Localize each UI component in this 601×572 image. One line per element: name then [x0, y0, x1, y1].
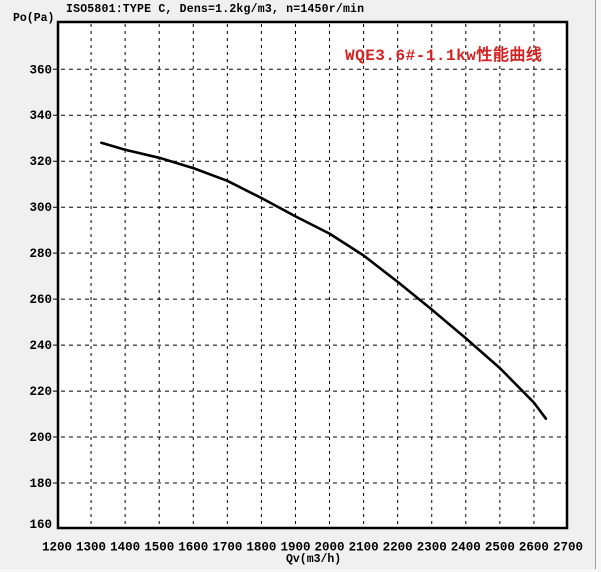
y-tick-label-240: 240	[29, 339, 52, 353]
y-tick-label-360: 360	[29, 63, 52, 77]
chart-conditions-title: ISO5801:TYPE C, Dens=1.2kg/m3, n=1450r/m…	[66, 3, 365, 16]
x-tick-label-1800: 1800	[246, 541, 276, 555]
x-tick-label-2200: 2200	[383, 541, 413, 555]
x-tick-label-1300: 1300	[76, 541, 106, 555]
x-tick-label-1500: 1500	[144, 541, 174, 555]
panel-bottom-edge-highlight	[0, 569, 601, 572]
x-tick-label-1200: 1200	[42, 541, 72, 555]
y-tick-label-260: 260	[29, 293, 52, 307]
y-tick-label-300: 300	[29, 201, 52, 215]
panel-right-edge-highlight	[596, 0, 601, 572]
x-tick-label-1900: 1900	[280, 541, 310, 555]
y-tick-label-280: 280	[29, 247, 52, 261]
x-tick-label-2600: 2600	[519, 541, 549, 555]
y-tick-label-200: 200	[29, 431, 52, 445]
x-tick-label-2300: 2300	[417, 541, 447, 555]
x-tick-label-1700: 1700	[212, 541, 242, 555]
y-tick-label-220: 220	[29, 385, 52, 399]
panel-right-edge-line	[595, 0, 596, 572]
x-tick-label-2000: 2000	[315, 541, 345, 555]
x-tick-label-1400: 1400	[110, 541, 140, 555]
x-axis-title: Qv(m3/h)	[286, 553, 342, 566]
y-axis-title: Po(Pa)	[13, 12, 55, 25]
y-tick-label-320: 320	[29, 155, 52, 169]
plot-frame	[56, 20, 569, 530]
y-tick-label-160: 160	[29, 518, 52, 532]
x-tick-label-2700: 2700	[553, 541, 583, 555]
performance-curve	[100, 141, 548, 420]
x-tick-label-2400: 2400	[451, 541, 481, 555]
y-tick-label-340: 340	[29, 109, 52, 123]
y-tick-label-180: 180	[29, 477, 52, 491]
series-title: WQE3.6#-1.1kw性能曲线	[345, 47, 543, 65]
x-tick-label-1600: 1600	[178, 541, 208, 555]
x-tick-label-2100: 2100	[349, 541, 379, 555]
x-tick-label-2500: 2500	[485, 541, 515, 555]
